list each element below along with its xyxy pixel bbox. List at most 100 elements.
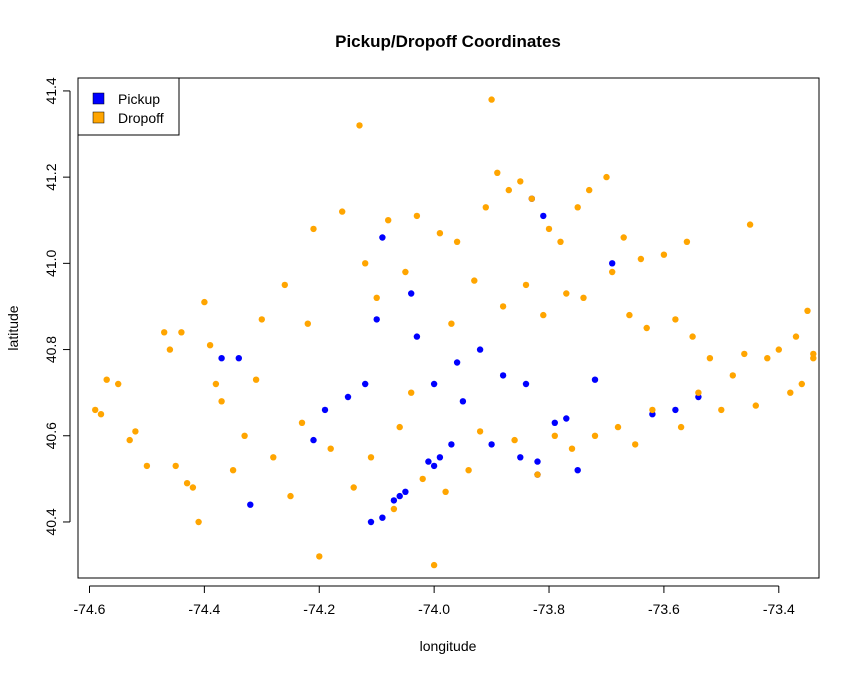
dropoff-point-47	[465, 467, 472, 474]
pickup-point-36	[459, 398, 467, 405]
dropoff-point-39	[408, 389, 415, 396]
y-tick-label: 41.2	[43, 163, 59, 190]
dropoff-point-79	[660, 251, 668, 258]
dropoff-point-96	[804, 307, 811, 314]
dropoff-point-22	[270, 454, 277, 461]
dropoff-point-4	[126, 436, 133, 444]
pickup-point-26	[574, 467, 581, 474]
x-tick-label: -73.4	[763, 601, 795, 617]
pickup-point-7	[379, 234, 386, 241]
dropoff-point-49	[476, 428, 484, 435]
dropoff-point-74	[626, 311, 633, 319]
pickup-point-17	[436, 454, 444, 461]
dropoff-point-58	[528, 195, 535, 202]
dropoff-point-32	[362, 260, 369, 267]
dropoff-point-93	[787, 389, 794, 396]
pickup-point-37	[362, 380, 369, 388]
dropoff-point-21	[258, 316, 265, 323]
dropoff-point-87	[729, 372, 736, 379]
pickup-point-6	[373, 316, 380, 323]
dropoff-point-16	[212, 380, 220, 388]
dropoff-point-31	[356, 122, 363, 129]
dropoff-point-99	[304, 320, 311, 327]
dropoff-point-48	[471, 277, 478, 284]
pickup-point-23	[540, 212, 547, 220]
dropoff-point-34	[373, 294, 380, 301]
x-tick-label: -74.2	[303, 601, 335, 617]
pickup-point-2	[247, 501, 254, 508]
pickup-point-1	[235, 355, 242, 362]
pickup-point-34	[476, 346, 484, 353]
y-axis-label: latitude	[5, 305, 21, 350]
pickup-point-8	[367, 518, 375, 526]
y-tick-label: 40.8	[43, 336, 59, 363]
x-axis-label: longitude	[420, 638, 477, 654]
dropoff-point-68	[586, 186, 593, 194]
dropoff-point-9	[178, 329, 185, 336]
y-axis: 40.4 40.6 40.8 41.0 41.2 41.4	[43, 77, 71, 536]
pickup-point-20	[517, 454, 524, 461]
dropoff-point-52	[494, 169, 501, 176]
pickup-point-15	[425, 458, 432, 465]
pickup-point-12	[402, 488, 409, 495]
y-tick-label: 40.6	[43, 422, 59, 449]
dropoff-point-29	[339, 208, 346, 215]
dropoff-point-82	[683, 238, 691, 245]
dropoff-point-13	[195, 518, 202, 526]
dropoff-point-89	[746, 221, 754, 228]
pickup-point-24	[551, 419, 558, 426]
pickup-point-5	[344, 393, 352, 401]
dropoff-point-90	[752, 402, 759, 409]
dropoff-point-46	[453, 238, 461, 245]
dropoff-point-84	[695, 389, 702, 396]
dropoff-point-44	[442, 488, 449, 495]
pickup-point-30	[672, 406, 679, 414]
dropoff-point-85	[706, 355, 714, 362]
pickup-point-11	[396, 492, 403, 500]
legend-dropoff-label: Dropoff	[118, 110, 164, 126]
dropoff-point-2	[103, 376, 110, 383]
legend: Pickup Dropoff	[77, 77, 180, 136]
dropoff-point-66	[574, 204, 581, 211]
legend-pickup-swatch	[92, 92, 105, 105]
dropoff-point-20	[252, 376, 260, 383]
dropoff-point-33	[367, 454, 375, 461]
chart-title: Pickup/Dropoff Coordinates	[335, 32, 561, 51]
dropoff-point-95	[798, 380, 805, 388]
dropoff-point-28	[327, 445, 334, 452]
dropoff-point-19	[241, 432, 248, 439]
dropoff-point-77	[643, 324, 650, 332]
dropoff-point-55	[511, 436, 518, 444]
dropoff-point-59	[534, 471, 541, 478]
dropoff-point-15	[206, 342, 214, 349]
dropoff-point-92	[775, 346, 782, 353]
pickup-point-4	[321, 406, 329, 414]
pickup-point-28	[609, 260, 616, 267]
dropoff-point-24	[287, 492, 294, 500]
x-tick-label: -74.6	[74, 601, 106, 617]
legend-pickup-label: Pickup	[118, 91, 160, 107]
y-tick-label: 41.4	[43, 77, 59, 104]
dropoff-point-80	[672, 316, 679, 323]
dropoff-point-41	[419, 475, 426, 483]
dropoff-point-71	[609, 268, 616, 276]
dropoff-point-14	[201, 298, 208, 306]
x-tick-label: -74.4	[188, 601, 220, 617]
dropoff-point-25	[298, 419, 306, 426]
dropoff-point-70	[603, 173, 610, 181]
dropoff-point-54	[505, 186, 512, 194]
dropoff-point-69	[591, 432, 599, 439]
x-tick-label: -73.8	[533, 601, 565, 617]
dropoff-point-98	[810, 350, 817, 358]
dropoff-point-88	[741, 350, 748, 358]
dropoff-point-12	[189, 484, 197, 491]
dropoff-point-40	[413, 212, 421, 220]
dropoff-point-67	[580, 294, 587, 301]
dropoff-point-64	[563, 290, 570, 297]
pickup-point-32	[499, 372, 507, 379]
dropoff-point-35	[385, 217, 392, 224]
pickup-point-18	[448, 441, 455, 448]
x-tick-label: -73.6	[648, 601, 680, 617]
pickup-point-13	[408, 290, 415, 297]
dropoff-point-30	[350, 484, 357, 491]
